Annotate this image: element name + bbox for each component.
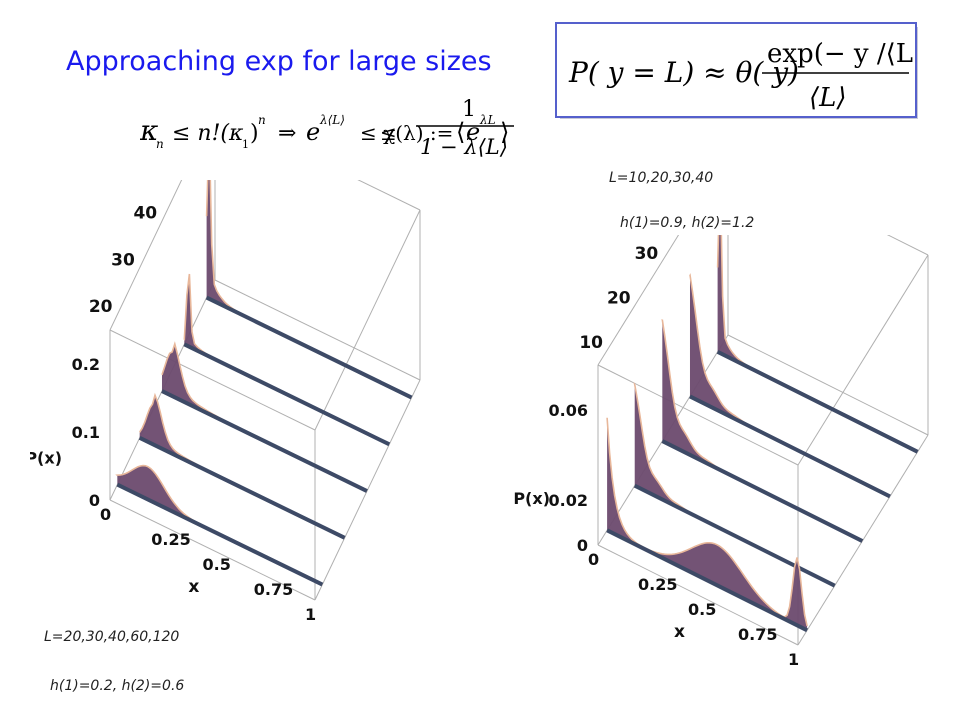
fraction-denominator: 1 − λ⟨L⟩ — [420, 135, 508, 159]
exp-e1: e — [306, 118, 320, 146]
box-edge — [597, 235, 680, 366]
series-baseline-120 — [205, 295, 413, 400]
series-edge-80 — [716, 235, 918, 453]
y-tick-label: 0.1 — [72, 423, 100, 442]
box-edge — [109, 499, 316, 601]
left-caption-params: h(1)=0.2, h(2)=0.6 — [50, 678, 185, 694]
langle: ⟨ — [456, 118, 465, 146]
x-axis-label: x — [674, 622, 685, 642]
x-tick-label: 0.25 — [151, 530, 190, 549]
box-edge — [314, 209, 421, 431]
x-tick-label: 1 — [305, 605, 316, 620]
depth-tick-label: 20 — [89, 297, 113, 317]
y-tick-label: 0.02 — [549, 491, 588, 510]
series-baseline-20 — [116, 482, 324, 587]
bound-formula: κ n ≤ n!(κ 1 ) n ⇒ e λ⟨L⟩ ≤ χ(λ) := ⟨ e … — [140, 113, 509, 151]
series-baseline-80 — [716, 350, 919, 454]
box-edge — [109, 180, 183, 331]
y-tick-label: 0.06 — [549, 401, 588, 420]
x-tick-label: 0.25 — [638, 575, 677, 594]
x-tick-label: 0 — [588, 550, 599, 569]
x-tick-label: 1 — [788, 650, 799, 669]
power-n: n — [258, 113, 266, 127]
box-edge — [797, 434, 929, 646]
formula-numerator: exp(− y /⟨L⟩) — [767, 39, 915, 69]
box-edge — [357, 180, 421, 211]
bound-fraction: ≤ 1 1 − λ⟨L⟩ — [380, 97, 514, 159]
factorial-close: ) — [250, 121, 259, 146]
series-baseline-40 — [161, 389, 368, 493]
box-edge — [797, 254, 929, 466]
boxed-formula: P( y = L) ≈ θ( y) exp(− y /⟨L⟩) ⟨L⟩ — [555, 22, 933, 118]
boxed-formula-svg: P( y = L) ≈ θ( y) exp(− y /⟨L⟩) ⟨L⟩ — [568, 39, 933, 113]
right-caption-params: h(1)=0.9, h(2)=1.2 — [620, 215, 755, 231]
depth-tick-label: 30 — [635, 244, 659, 264]
right-caption-sizes: L=10,20,30,40 — [609, 170, 714, 186]
box-edge — [214, 279, 421, 381]
left-caption-sizes: L=20,30,40,60,120 — [44, 629, 180, 645]
x-tick-label: 0.5 — [688, 600, 716, 619]
box-edge — [886, 235, 929, 256]
box-edge — [597, 544, 799, 646]
depth-tick-label: 40 — [133, 204, 157, 224]
y-tick-label: 0.2 — [72, 355, 100, 374]
box-edge — [109, 329, 316, 431]
kappa-1-sub: 1 — [242, 138, 249, 151]
kappa-n-sub: n — [156, 137, 164, 151]
x-tick-label: 0 — [100, 505, 111, 524]
rangle: ⟩ — [500, 118, 509, 146]
slide-title: Approaching exp for large sizes — [66, 46, 492, 77]
series-baseline-30 — [138, 436, 346, 540]
series-baseline-30 — [661, 439, 864, 543]
implies-arrow: ⇒ — [278, 121, 296, 146]
depth-tick-label: 20 — [607, 288, 631, 308]
exp-e2: e — [466, 118, 480, 146]
series-surface-80 — [717, 235, 918, 452]
factorial-term: ≤ n!(κ — [172, 121, 244, 146]
exp-e2-power: λL — [479, 113, 496, 127]
y-axis-label: P(x) — [30, 449, 62, 468]
series-surface-120 — [206, 180, 412, 398]
depth-tick-label: 10 — [579, 333, 603, 353]
box-edge — [727, 334, 929, 436]
exp-e1-power: λ⟨L⟩ — [319, 113, 345, 127]
fraction-numerator: 1 — [462, 97, 476, 122]
x-tick-label: 0.75 — [254, 580, 293, 599]
kappa-n: κ — [140, 114, 158, 147]
series-baseline-10 — [606, 528, 808, 633]
x-tick-label: 0.75 — [738, 625, 777, 644]
y-tick-label: 0 — [89, 491, 100, 510]
depth-tick-label: 30 — [111, 250, 135, 270]
series-edge-120 — [205, 180, 412, 399]
series-baseline-20 — [633, 483, 836, 588]
series-baseline-40 — [689, 394, 891, 499]
formula-lhs: P( y = L) ≈ θ( y) — [568, 56, 799, 89]
le-sign: ≤ — [380, 121, 397, 145]
series-baseline-60 — [183, 342, 391, 447]
y-axis-label: P(x) — [513, 489, 550, 508]
chi-definition: ≤ χ(λ) := — [360, 121, 453, 145]
x-axis-label: x — [188, 577, 199, 597]
x-tick-label: 0.5 — [203, 555, 231, 574]
formula-denominator: ⟨L⟩ — [809, 83, 847, 113]
box-edge — [597, 364, 799, 466]
y-tick-label: 0 — [577, 536, 588, 555]
